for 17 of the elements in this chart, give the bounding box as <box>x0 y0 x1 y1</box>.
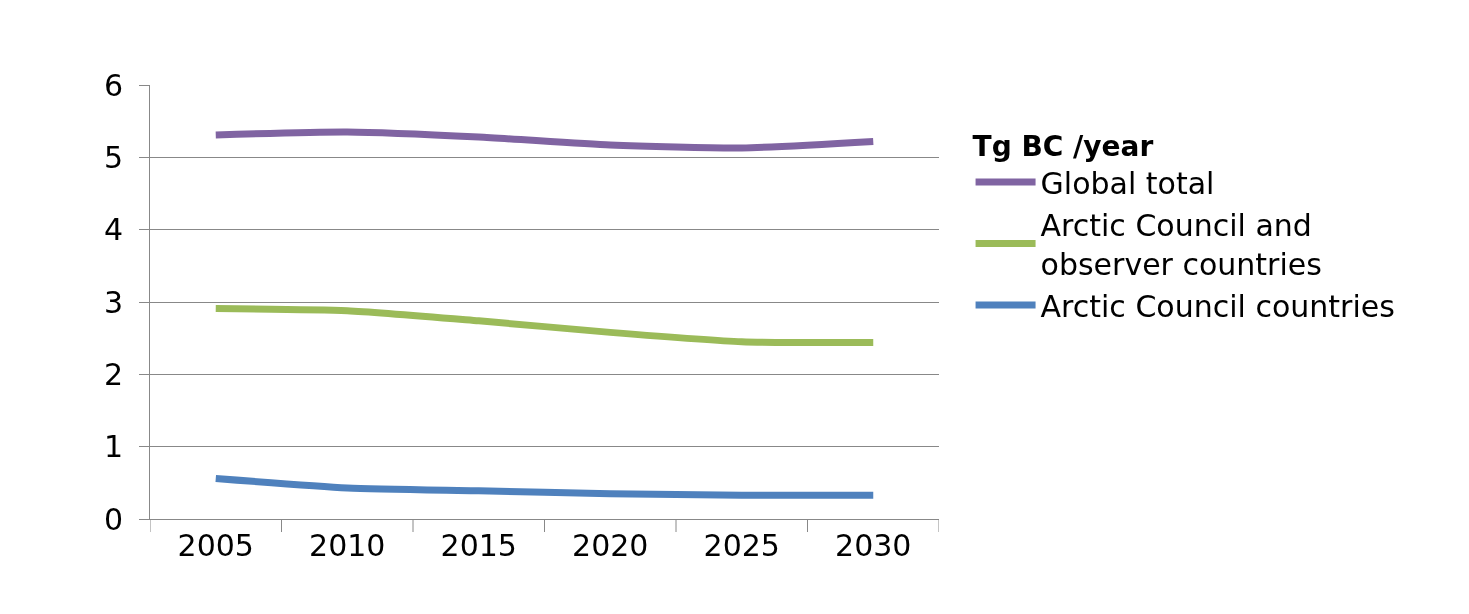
y-tick-label: 1 <box>103 429 123 465</box>
legend-label: Arctic Council and observer countries <box>1040 207 1322 282</box>
legend-label: Arctic Council countries <box>1040 288 1395 324</box>
y-tick-label: 6 <box>103 67 123 103</box>
x-tick-label: 2025 <box>703 528 780 563</box>
legend-label: Global total <box>1040 165 1215 201</box>
x-tick-label: 2010 <box>309 528 386 563</box>
y-tick-label: 2 <box>103 356 123 392</box>
x-tick-label: 2030 <box>835 528 912 563</box>
legend-title: Tg BC /year <box>972 130 1154 164</box>
y-tick-label: 5 <box>103 139 123 175</box>
y-tick-label: 4 <box>103 212 123 248</box>
y-tick-label: 3 <box>103 284 123 320</box>
x-tick-label: 2020 <box>572 528 649 563</box>
x-tick-label: 2015 <box>440 528 517 563</box>
x-tick-label: 2005 <box>177 528 254 563</box>
y-tick-label: 0 <box>103 501 123 537</box>
